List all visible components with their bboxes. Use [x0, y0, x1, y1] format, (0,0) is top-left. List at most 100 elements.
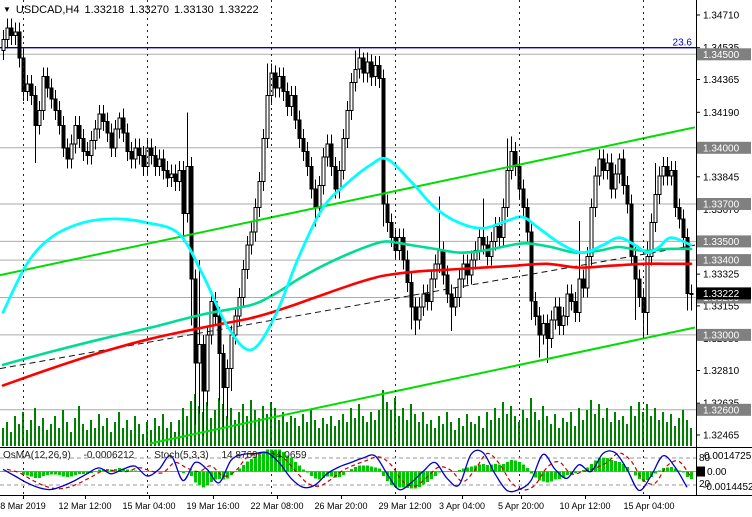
- indicator-labels: OsMA(12,26,9) -0.0006212 Stoch(5,3,3) 14.…: [3, 450, 327, 461]
- volume-bar: [662, 412, 664, 446]
- candle-up: [289, 95, 294, 108]
- candle-down: [537, 315, 542, 336]
- price-axis[interactable]: 1.347101.345351.343651.341901.338451.336…: [696, 11, 751, 442]
- candle-down: [201, 343, 206, 392]
- volume-bar: [166, 428, 168, 446]
- channel-lower[interactable]: [149, 326, 696, 445]
- price-level-badge-label: 1.33400: [703, 256, 740, 267]
- support-trendline[interactable]: [0, 244, 696, 370]
- candle-down: [17, 31, 22, 59]
- symbol-label: USDCAD,H4: [15, 4, 80, 16]
- osma-zero-label: 0.00: [707, 467, 727, 478]
- candle-down: [53, 98, 58, 111]
- volume-bar: [658, 420, 660, 446]
- volume-bar: [470, 422, 472, 446]
- candle-down: [57, 109, 62, 126]
- volume-bar: [474, 424, 476, 446]
- price-level-badge: [697, 328, 751, 341]
- osma-bar: [282, 451, 285, 472]
- osma-bar: [38, 471, 41, 478]
- volume-bar: [566, 422, 568, 446]
- osma-bar: [534, 471, 537, 478]
- candle-up: [669, 169, 674, 177]
- candle-up: [349, 81, 354, 112]
- volume-bar: [570, 412, 572, 446]
- volume-bar: [38, 426, 40, 446]
- candle-down: [681, 218, 686, 239]
- volume-bar: [414, 414, 416, 446]
- candle-up: [597, 158, 602, 177]
- candle-up: [593, 175, 598, 209]
- volume-bar: [418, 422, 420, 446]
- channel-upper[interactable]: [0, 126, 696, 277]
- osma-bar: [266, 449, 269, 472]
- volume-bar: [234, 420, 236, 446]
- osma-bar: [58, 471, 61, 476]
- osma-bar: [454, 471, 457, 472]
- volume-bar: [302, 414, 304, 446]
- time-tick-label: 5 Apr 20:00: [498, 501, 544, 511]
- volume-bar: [26, 430, 28, 446]
- osma-bar: [66, 471, 69, 478]
- candle-down: [77, 124, 82, 140]
- stoch-signal-line: [6, 452, 692, 491]
- candle-down: [517, 166, 522, 190]
- volume-bar: [378, 410, 380, 446]
- volume-bar: [578, 408, 580, 446]
- osma-bar: [158, 471, 161, 472]
- osma-bar: [146, 471, 149, 472]
- volume-bar: [210, 418, 212, 446]
- candle-down: [309, 166, 314, 190]
- osma-bar: [250, 458, 253, 472]
- candle-down: [49, 87, 54, 100]
- candle-down: [293, 95, 298, 121]
- time-tick-label: 8 Mar 2019: [0, 501, 46, 511]
- candle-down: [149, 147, 154, 156]
- candle-up: [325, 143, 330, 158]
- main-pane[interactable]: [0, 18, 696, 446]
- volume-bar: [10, 432, 12, 446]
- volume-bar: [606, 408, 608, 446]
- volume-bar: [226, 416, 228, 446]
- osma-bar: [414, 471, 417, 489]
- osma-bar: [374, 467, 377, 472]
- osma-bar: [186, 471, 189, 472]
- volume-bar: [310, 410, 312, 446]
- symbol-menu-icon[interactable]: ▼: [3, 5, 11, 14]
- osma-bar: [18, 471, 21, 473]
- osma-bar: [274, 449, 277, 472]
- osma-bar: [682, 471, 685, 473]
- time-tick-label: 19 Mar 16:00: [186, 501, 239, 511]
- oscillator-pane[interactable]: [0, 449, 696, 493]
- osma-bar: [78, 471, 81, 475]
- osma-bar: [202, 471, 205, 488]
- volume-bar: [74, 418, 76, 446]
- candle-down: [329, 143, 334, 168]
- candle-up: [577, 278, 582, 313]
- volume-bar: [546, 416, 548, 446]
- volume-bar: [454, 430, 456, 446]
- candle-down: [481, 237, 486, 246]
- volume-bar: [22, 412, 24, 446]
- candle-down: [33, 95, 38, 126]
- volume-bar: [18, 424, 20, 446]
- volume-bar: [626, 424, 628, 446]
- osma-bar: [554, 471, 557, 480]
- osma-bar: [134, 470, 137, 472]
- osma-bar: [566, 471, 569, 475]
- current-price-label: 1.33222: [703, 289, 740, 300]
- osma-bar: [394, 471, 397, 488]
- candle-up: [421, 293, 426, 308]
- time-axis[interactable]: 8 Mar 2019 12 Mar 12:00 15 Mar 04:00 19 Mar…: [0, 495, 675, 511]
- quote-close: 1.33222: [218, 4, 259, 16]
- osma-bar: [306, 471, 309, 473]
- time-tick-label: 15 Apr 04:00: [623, 501, 674, 511]
- candle-down: [141, 154, 146, 168]
- volume-bar: [634, 416, 636, 446]
- fibo-level-label: 23.6: [673, 38, 693, 49]
- candle-down: [45, 76, 50, 89]
- osma-bar: [494, 464, 497, 472]
- volume-bar: [382, 390, 384, 446]
